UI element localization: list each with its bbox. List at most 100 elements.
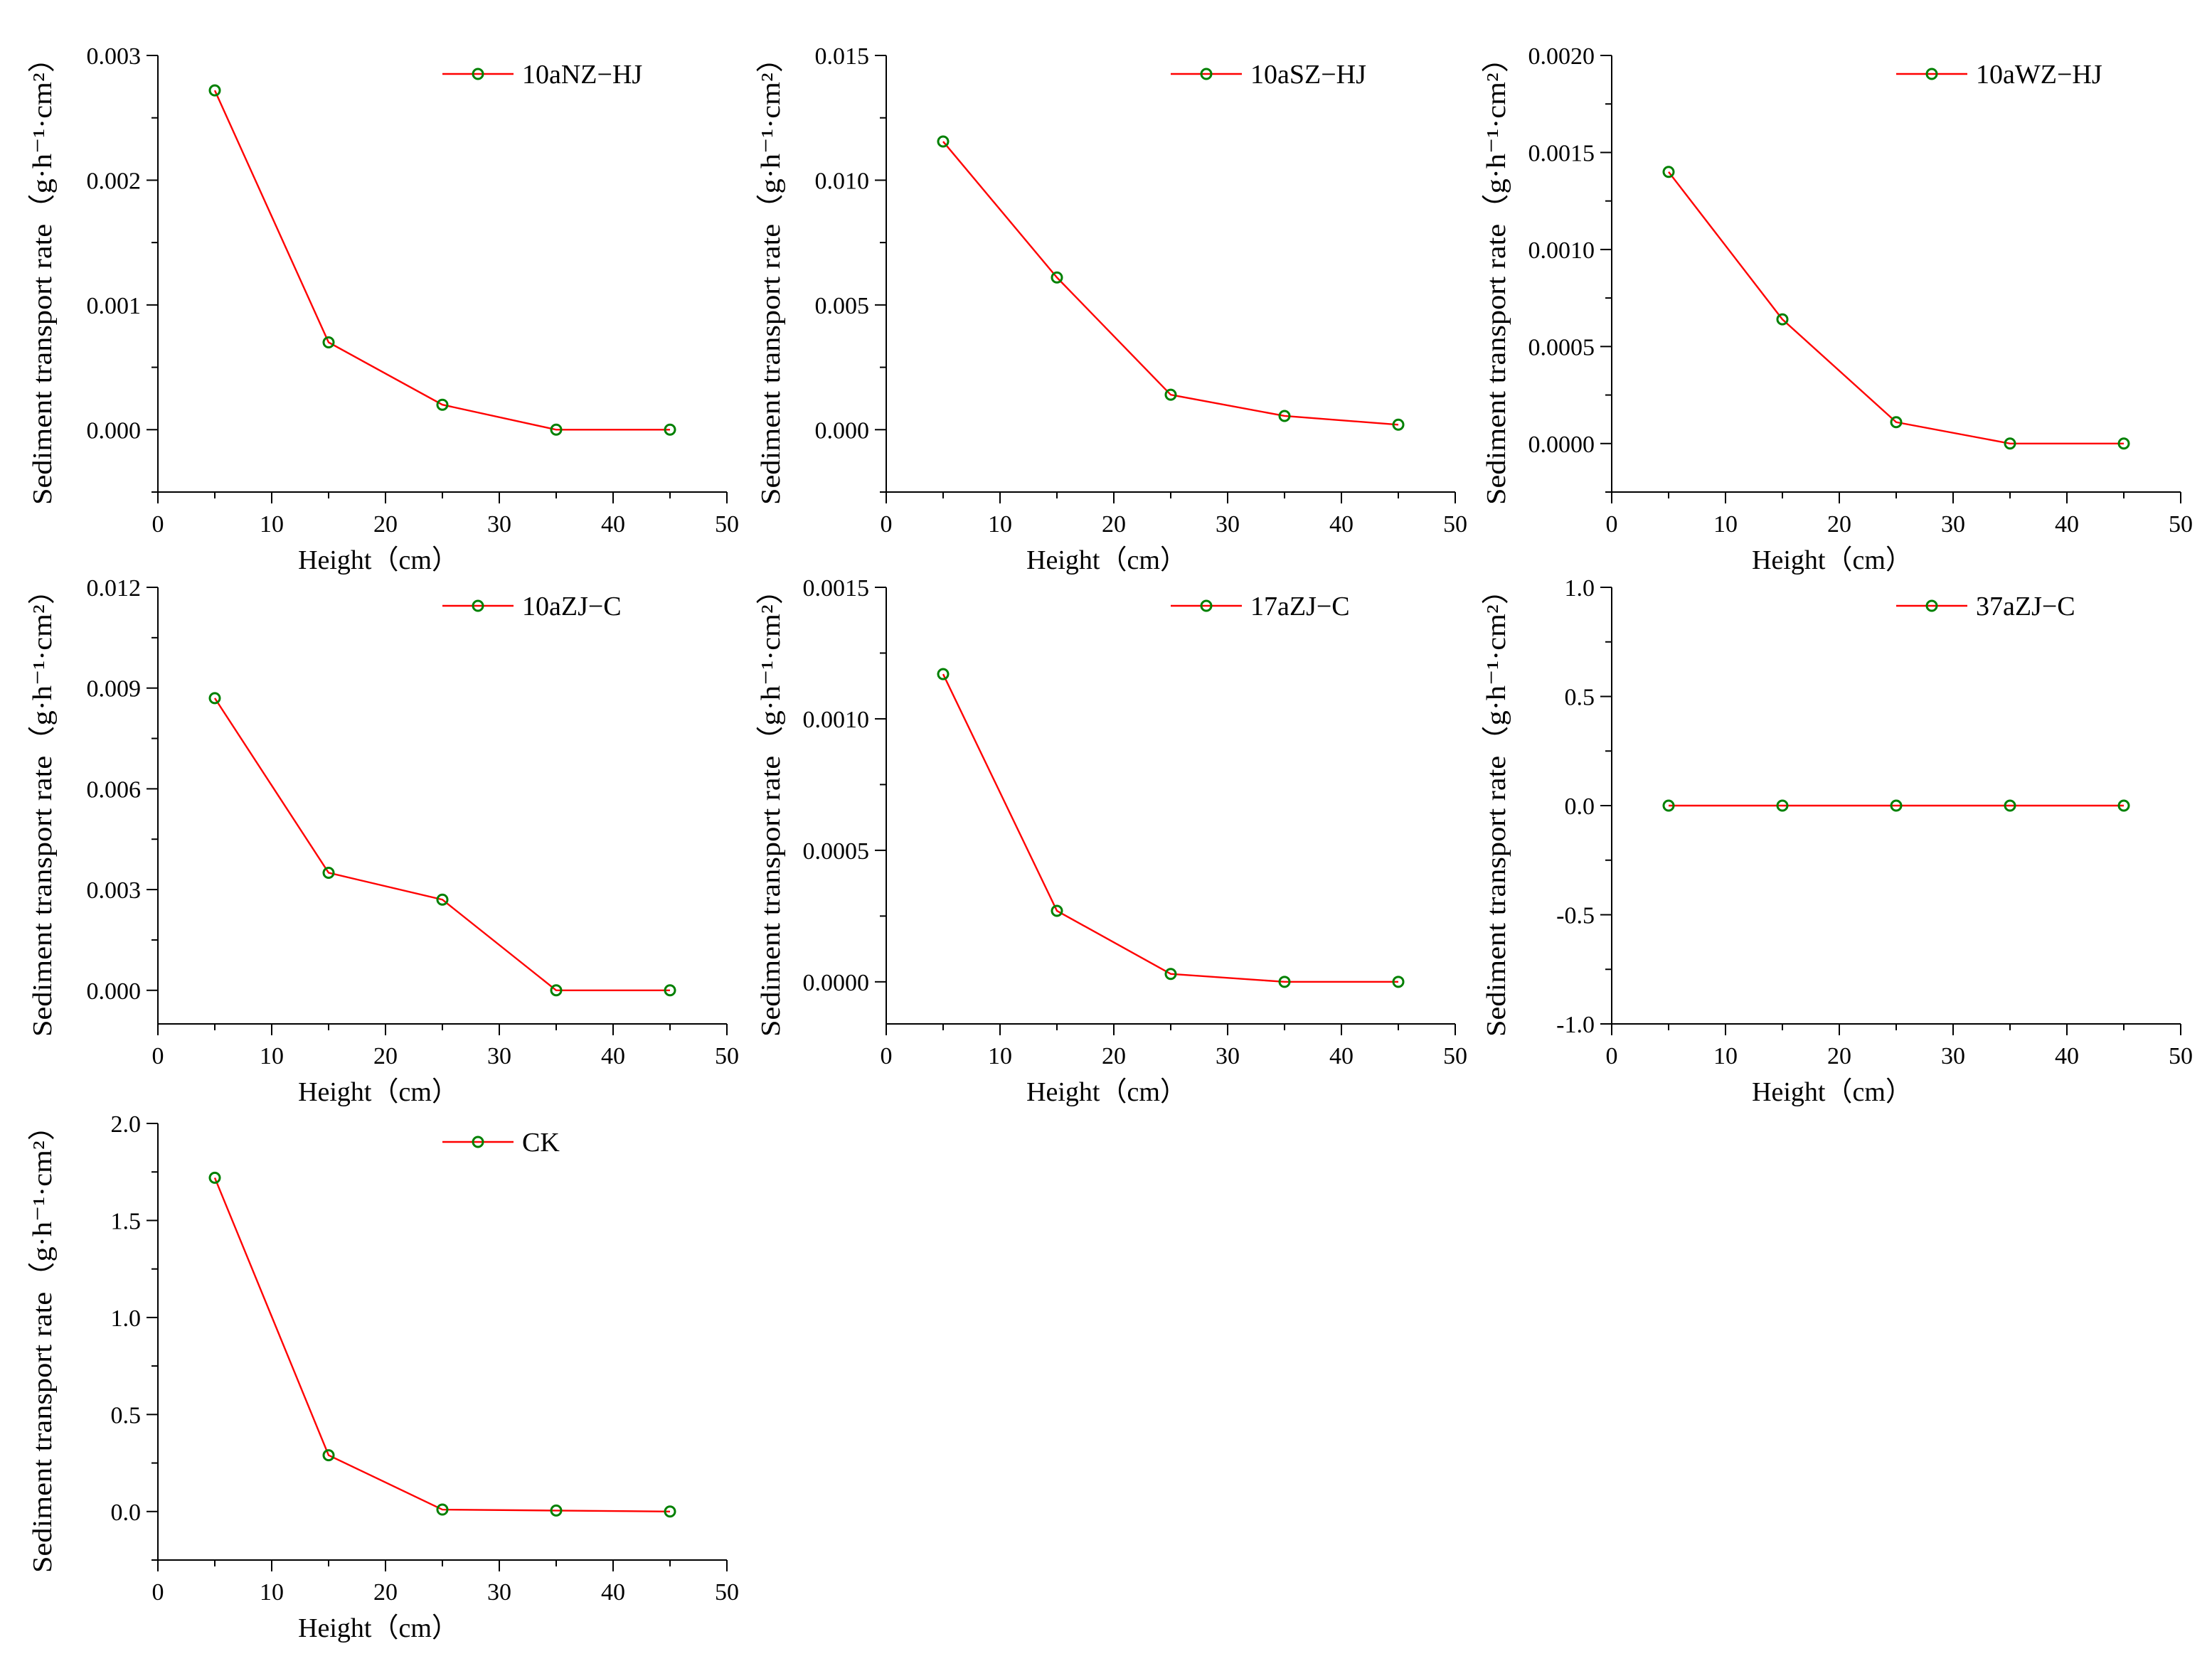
legend-label: CK bbox=[522, 1128, 560, 1158]
x-tick-label: 0 bbox=[881, 511, 893, 538]
x-tick-label: 30 bbox=[487, 1579, 511, 1606]
data-point bbox=[1278, 976, 1291, 988]
x-tick-label: 50 bbox=[715, 1579, 739, 1606]
x-tick-label: 40 bbox=[601, 1579, 625, 1606]
data-point bbox=[937, 668, 950, 680]
data-point bbox=[664, 1505, 676, 1518]
y-tick-label: 0.0000 bbox=[803, 970, 870, 996]
y-tick-label: 0.003 bbox=[87, 877, 142, 904]
data-point bbox=[322, 1449, 335, 1462]
data-point bbox=[664, 984, 676, 997]
chart-panel-6: 0 10 20 30 40 50 -1.0 -0.5 0.0 0.5 1.0 Height（cm） Se… bbox=[1482, 575, 2193, 1107]
x-tick-label: 50 bbox=[2169, 1043, 2193, 1069]
x-tick-label: 20 bbox=[1102, 511, 1126, 538]
data-point bbox=[550, 423, 563, 436]
x-tick-label: 0 bbox=[881, 1043, 893, 1069]
data-point bbox=[1890, 416, 1903, 429]
x-axis-title: Height（cm） bbox=[298, 1613, 459, 1643]
y-tick-label: -0.5 bbox=[1556, 903, 1595, 929]
y-axis-title: Sediment transport rate（g·h⁻¹·cm²） bbox=[756, 575, 786, 1037]
y-tick-label: 0.0010 bbox=[803, 707, 870, 733]
data-point bbox=[436, 893, 449, 906]
chart-panel-4: 0 10 20 30 40 50 0.000 0.003 0.006 0.009 0.012 Heig… bbox=[28, 575, 739, 1107]
y-tick-label: 0.000 bbox=[87, 978, 142, 1005]
y-tick-label: 0.5 bbox=[1565, 685, 1595, 711]
chart-panel-1: 0 10 20 30 40 50 0.000 0.001 0.002 0.003 Height（cm… bbox=[28, 43, 739, 575]
x-tick-label: 0 bbox=[1606, 1043, 1618, 1069]
series-line bbox=[1668, 171, 2124, 444]
x-tick-label: 20 bbox=[373, 1043, 398, 1069]
legend-label: 10aSZ−HJ bbox=[1250, 60, 1366, 90]
series-line bbox=[213, 1177, 671, 1512]
y-tick-label: 0.000 bbox=[87, 417, 142, 444]
data-point bbox=[208, 84, 221, 97]
chart-panel-7: 0 10 20 30 40 50 0.0 0.5 1.0 1.5 2.0 Height（cm） Sedi… bbox=[28, 1111, 739, 1643]
y-tick-label: 0.0020 bbox=[1528, 43, 1595, 70]
y-tick-label: 0.003 bbox=[87, 43, 142, 70]
data-point bbox=[1776, 313, 1789, 326]
x-axis-title: Height（cm） bbox=[1026, 1077, 1187, 1107]
y-tick-label: 1.5 bbox=[111, 1208, 142, 1234]
y-tick-label: 0.009 bbox=[87, 676, 142, 703]
x-tick-label: 30 bbox=[1941, 1043, 1965, 1069]
data-point bbox=[208, 692, 221, 705]
y-tick-label: 1.0 bbox=[111, 1305, 142, 1332]
y-tick-label: 0.5 bbox=[111, 1402, 142, 1428]
y-tick-label: 0.0 bbox=[1565, 794, 1595, 820]
y-tick-label: 0.002 bbox=[87, 168, 142, 194]
y-axis-title: Sediment transport rate（g·h⁻¹·cm²） bbox=[1482, 575, 1511, 1037]
data-point bbox=[2004, 799, 2016, 812]
x-tick-label: 0 bbox=[152, 511, 164, 538]
data-point bbox=[550, 1504, 563, 1517]
y-tick-label: 0.015 bbox=[815, 43, 870, 70]
legend-marker bbox=[472, 68, 484, 80]
data-point bbox=[436, 1503, 449, 1516]
data-point bbox=[1662, 166, 1675, 178]
x-tick-label: 20 bbox=[1102, 1043, 1126, 1069]
legend-label: 37aZJ−C bbox=[1976, 592, 2075, 621]
legend-marker bbox=[1925, 599, 1938, 612]
data-point bbox=[550, 984, 563, 997]
y-tick-label: 0.0005 bbox=[803, 838, 870, 865]
data-point bbox=[1164, 968, 1177, 981]
data-point bbox=[1392, 976, 1405, 988]
data-point bbox=[2117, 799, 2130, 812]
x-tick-label: 0 bbox=[1606, 511, 1618, 538]
legend-label: 10aZJ−C bbox=[522, 592, 622, 621]
chart-panel-2: 0 10 20 30 40 50 0.000 0.005 0.010 0.015 Height（cm… bbox=[756, 43, 1467, 575]
y-tick-label: -1.0 bbox=[1556, 1012, 1595, 1038]
x-axis-title: Height（cm） bbox=[298, 1077, 459, 1107]
x-tick-label: 10 bbox=[260, 1043, 284, 1069]
chart-panel-3: 0 10 20 30 40 50 0.0000 0.0005 0.0010 0.0015 0.002… bbox=[1482, 43, 2193, 575]
legend-marker bbox=[1925, 68, 1938, 80]
x-tick-label: 30 bbox=[487, 1043, 511, 1069]
y-tick-label: 0.005 bbox=[815, 293, 870, 319]
y-axis-title: Sediment transport rate（g·h⁻¹·cm²） bbox=[28, 575, 58, 1037]
x-tick-label: 50 bbox=[2169, 511, 2193, 538]
y-axis-title: Sediment transport rate（g·h⁻¹·cm²） bbox=[28, 1111, 58, 1573]
series-line bbox=[942, 673, 1398, 983]
data-point bbox=[1392, 418, 1405, 431]
data-point bbox=[937, 135, 950, 148]
y-tick-label: 0.006 bbox=[87, 776, 142, 803]
legend-marker bbox=[472, 599, 484, 612]
x-tick-label: 20 bbox=[373, 511, 398, 538]
data-point bbox=[1164, 388, 1177, 401]
x-tick-label: 0 bbox=[152, 1579, 164, 1606]
x-tick-label: 10 bbox=[260, 1579, 284, 1606]
data-point bbox=[1051, 271, 1063, 284]
x-tick-label: 20 bbox=[1827, 1043, 1851, 1069]
x-tick-label: 10 bbox=[1713, 1043, 1738, 1069]
x-tick-label: 50 bbox=[715, 511, 739, 538]
y-tick-label: 0.001 bbox=[87, 293, 142, 319]
x-tick-label: 30 bbox=[487, 511, 511, 538]
x-axis-title: Height（cm） bbox=[1752, 545, 1913, 575]
data-point bbox=[1051, 904, 1063, 917]
x-tick-label: 30 bbox=[1216, 511, 1240, 538]
y-axis-title: Sediment transport rate（g·h⁻¹·cm²） bbox=[1482, 43, 1511, 505]
data-point bbox=[1776, 799, 1789, 812]
x-tick-label: 0 bbox=[152, 1043, 164, 1069]
y-tick-label: 0.0015 bbox=[803, 575, 870, 602]
data-point bbox=[436, 398, 449, 411]
